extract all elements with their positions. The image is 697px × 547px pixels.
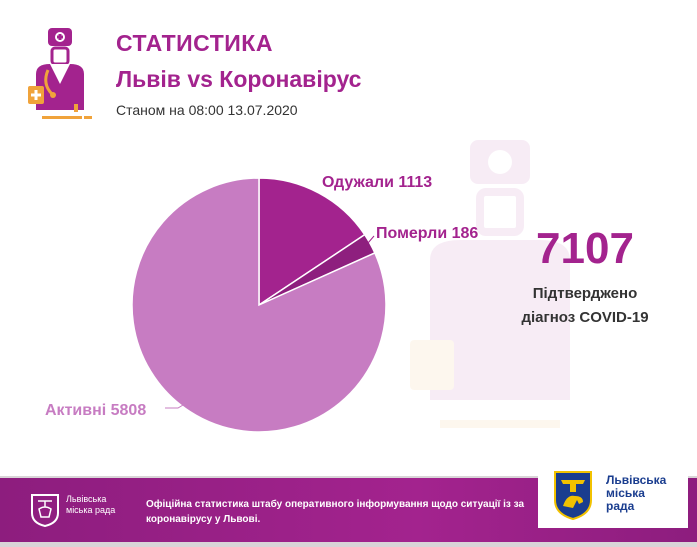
confirmed-caption-line2: діагноз COVID-19 xyxy=(521,309,649,326)
pie-chart: Одужали 1113 Померли 186 Активні 5808 xyxy=(45,174,478,433)
pie-slice-2 xyxy=(131,177,387,433)
date-line: Станом на 08:00 13.07.2020 xyxy=(116,102,298,118)
doctor-logo-icon xyxy=(28,28,92,119)
pie-label-2: Активні 5808 xyxy=(45,402,146,419)
page-title: СТАТИСТИКА xyxy=(116,30,273,56)
pie-leader-line-1 xyxy=(367,235,375,244)
footer-org-right-line3: рада xyxy=(606,499,635,513)
pie-slice-0 xyxy=(258,177,366,307)
footer-notice-line2: коронавірусу у Львові. xyxy=(146,514,261,525)
footer-notice-line1: Офіційна статистика штабу оперативного і… xyxy=(146,499,525,510)
confirmed-total: 7107 xyxy=(536,224,634,273)
doctor-watermark-icon xyxy=(410,140,570,428)
pie-label-0: Одужали 1113 xyxy=(322,174,432,191)
footer-notice: Офіційна статистика штабу оперативного і… xyxy=(146,497,526,527)
footer-org-right: Львівська міська рада xyxy=(606,474,696,513)
footer-org-right-line1: Львівська xyxy=(606,473,667,487)
footer-org-right-line2: міська xyxy=(606,486,645,500)
lviv-coat-of-arms-icon xyxy=(554,471,592,520)
confirmed-caption-line1: Підтверджено xyxy=(532,285,638,302)
footer-org-left: Львівська міська рада xyxy=(66,494,116,515)
confirmed-caption: Підтверджено діагноз COVID-19 xyxy=(500,282,670,330)
pie-leader-line-2 xyxy=(165,401,189,409)
page-subtitle: Львів vs Коронавірус xyxy=(116,66,362,92)
pie-label-1: Померли 186 xyxy=(376,225,478,242)
city-coat-of-arms-icon xyxy=(31,494,59,527)
